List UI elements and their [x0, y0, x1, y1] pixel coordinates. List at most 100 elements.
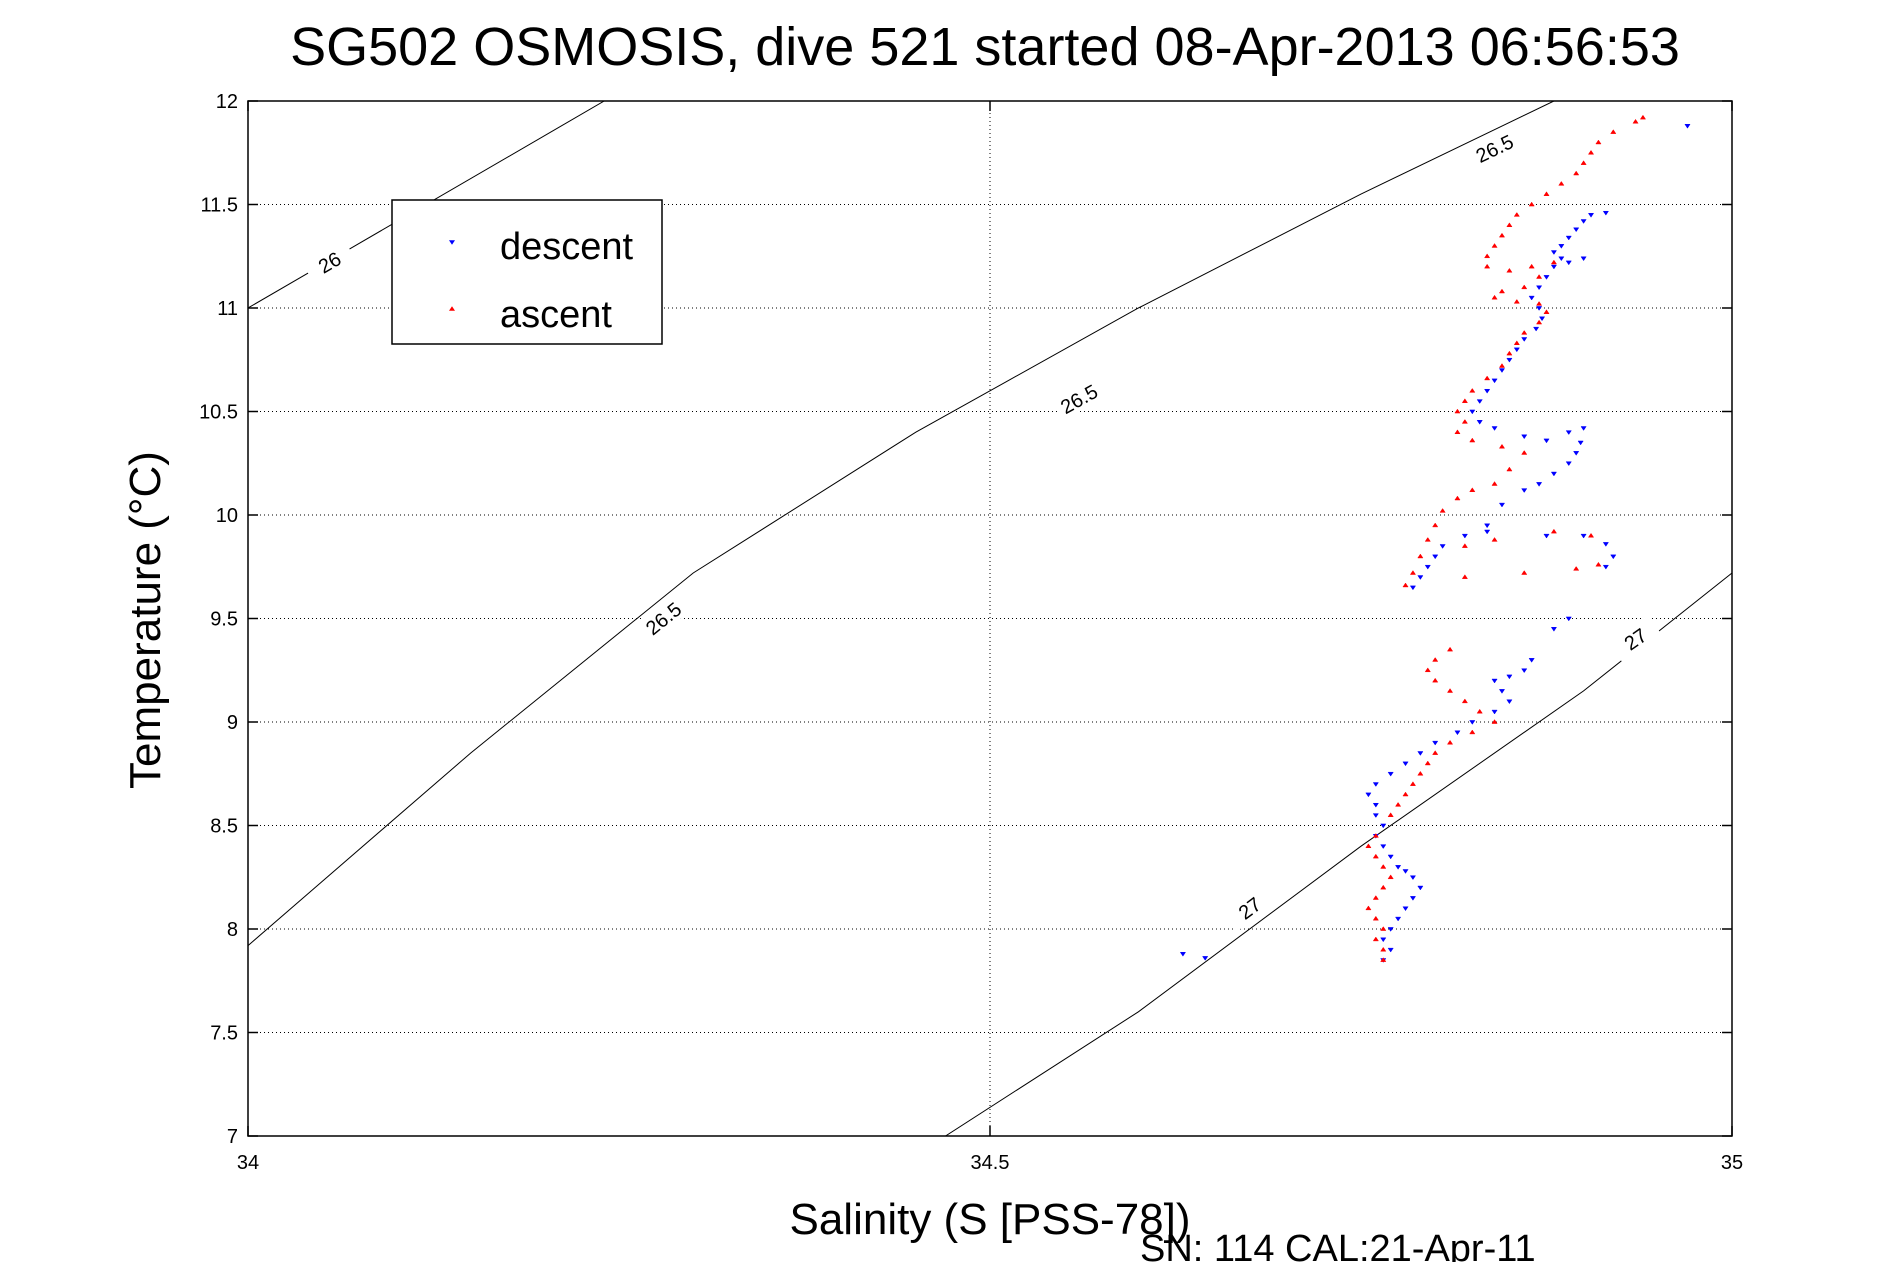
descent-point: [1395, 865, 1402, 870]
descent-point: [1580, 426, 1587, 431]
descent-point: [1476, 399, 1483, 404]
contour-label-group: 26.5: [1467, 126, 1521, 169]
y-tick-label: 10.5: [199, 402, 238, 424]
ascent-point: [1409, 570, 1417, 575]
descent-point: [1543, 275, 1550, 280]
descent-point: [1580, 256, 1587, 262]
ascent-point: [1446, 739, 1454, 745]
descent-point: [1409, 896, 1417, 901]
descent-point: [1484, 523, 1491, 529]
ascent-point: [1610, 129, 1617, 134]
descent-point: [1602, 564, 1609, 570]
descent-point: [1536, 306, 1543, 311]
descent-point: [1365, 792, 1372, 798]
descent-point: [1577, 440, 1584, 446]
y-tick-label: 12: [216, 91, 238, 113]
descent-point: [1469, 409, 1476, 415]
descent-point: [1402, 869, 1409, 874]
legend-label-ascent: ascent: [500, 294, 612, 336]
ascent-point: [1536, 301, 1543, 306]
ascent-point: [1632, 118, 1639, 124]
y-tick-label: 11.5: [201, 195, 238, 217]
grid-lines: [248, 101, 1732, 1136]
ascent-point: [1432, 750, 1439, 755]
contour-label-group: 27: [1608, 614, 1662, 662]
descent-point: [1491, 709, 1498, 715]
descent-point: [1395, 916, 1402, 922]
ascent-point: [1454, 495, 1461, 501]
ascent-point: [1454, 429, 1461, 435]
ascent-point: [1417, 553, 1424, 559]
ascent-point: [1380, 884, 1387, 890]
descent-point: [1558, 256, 1565, 262]
ascent-point: [1639, 114, 1647, 120]
ascent-point: [1372, 936, 1379, 942]
descent-point: [1573, 227, 1580, 233]
descent-point: [1461, 533, 1468, 539]
ascent-point: [1454, 408, 1461, 414]
density-contours: 26 26.5 26.5 26.5 27 27: [248, 101, 1732, 1136]
ascent-point: [1536, 274, 1543, 279]
descent-point: [1521, 488, 1528, 493]
descent-point: [1506, 674, 1513, 680]
ascent-point: [1372, 895, 1379, 900]
descent-point: [1402, 761, 1409, 767]
ascent-point: [1469, 437, 1476, 443]
ascent-point: [1513, 298, 1520, 304]
ascent-point: [1484, 375, 1491, 381]
ascent-point: [1521, 570, 1528, 575]
data-points: [1179, 114, 1691, 963]
descent-point: [1202, 956, 1209, 961]
ascent-point: [1484, 253, 1491, 259]
series-ascent: [1365, 114, 1647, 962]
ascent-point: [1595, 561, 1602, 567]
ascent-point: [1380, 926, 1387, 931]
descent-point: [1565, 260, 1572, 266]
descent-point: [1387, 771, 1394, 777]
contour-label-group: 26.5: [1051, 376, 1106, 421]
contour-label-group: 26.5: [636, 593, 690, 643]
ascent-point: [1498, 288, 1506, 294]
contour-label-bg: [1222, 883, 1276, 932]
ascent-point: [1476, 708, 1483, 714]
ascent-point: [1402, 791, 1409, 797]
descent-point: [1506, 357, 1513, 363]
descent-point: [1372, 782, 1379, 787]
ascent-point: [1587, 149, 1595, 155]
ascent-point: [1550, 528, 1557, 534]
descent-point: [1684, 124, 1691, 129]
x-axis-label: Salinity (S [PSS-78]): [789, 1195, 1190, 1244]
ascent-point: [1432, 522, 1439, 528]
ascent-point: [1484, 263, 1491, 269]
descent-point: [1550, 471, 1557, 477]
ascent-point: [1365, 843, 1372, 849]
descent-point: [1580, 533, 1587, 539]
ascent-point: [1543, 309, 1550, 314]
ascent-point: [1595, 139, 1602, 145]
ascent-point: [1446, 646, 1454, 652]
ascent-point: [1491, 537, 1498, 542]
descent-point: [1550, 264, 1557, 270]
ascent-point: [1424, 760, 1431, 766]
isopycnal-26.5: [248, 101, 1555, 946]
contour-label-bg: [1467, 126, 1521, 169]
descent-point: [1417, 575, 1424, 580]
ascent-point: [1461, 574, 1468, 579]
descent-point: [1409, 875, 1417, 881]
contour-label-bg: [636, 593, 690, 643]
y-tick-label: 8.5: [210, 816, 238, 838]
descent-point: [1402, 906, 1409, 912]
descent-point: [1550, 627, 1557, 632]
descent-point: [1521, 668, 1528, 674]
descent-point: [1498, 689, 1506, 694]
x-tick-label: 34: [237, 1152, 259, 1174]
descent-point: [1498, 368, 1506, 373]
descent-point: [1417, 751, 1424, 756]
ascent-point: [1372, 915, 1379, 921]
calibration-footer: SN: 114 CAL:21-Apr-11: [1140, 1228, 1536, 1262]
descent-point: [1409, 585, 1417, 591]
descent-point: [1565, 430, 1572, 435]
ascent-point: [1365, 905, 1372, 911]
ascent-point: [1513, 340, 1520, 345]
